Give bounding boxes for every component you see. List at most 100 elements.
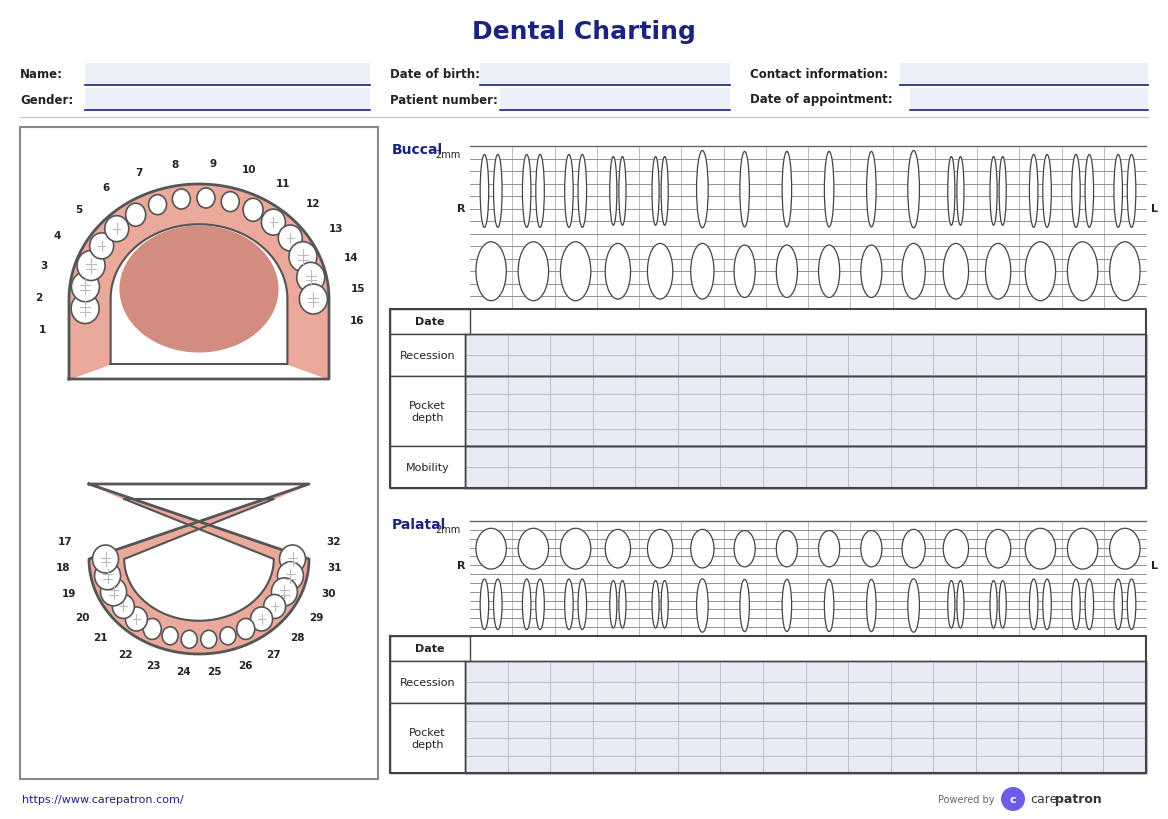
Ellipse shape bbox=[1072, 579, 1080, 630]
Ellipse shape bbox=[696, 579, 708, 632]
Ellipse shape bbox=[264, 595, 286, 618]
Ellipse shape bbox=[480, 156, 488, 228]
Bar bbox=[390, 446, 465, 488]
Ellipse shape bbox=[1114, 156, 1122, 228]
Text: Recession: Recession bbox=[399, 351, 456, 360]
Ellipse shape bbox=[262, 210, 285, 236]
Ellipse shape bbox=[990, 581, 997, 628]
Bar bbox=[910, 89, 1148, 111]
Bar bbox=[390, 704, 465, 773]
Bar bbox=[85, 89, 370, 111]
Text: 6: 6 bbox=[103, 183, 110, 193]
Bar bbox=[465, 335, 1146, 377]
Text: Recession: Recession bbox=[399, 677, 456, 687]
Text: 13: 13 bbox=[328, 224, 343, 233]
Bar bbox=[390, 335, 465, 377]
Text: 30: 30 bbox=[321, 588, 336, 598]
Ellipse shape bbox=[271, 578, 298, 606]
Ellipse shape bbox=[71, 273, 99, 302]
Ellipse shape bbox=[243, 199, 263, 222]
Text: 2mm: 2mm bbox=[434, 150, 460, 160]
Ellipse shape bbox=[908, 579, 919, 632]
Ellipse shape bbox=[475, 528, 507, 569]
Text: 18: 18 bbox=[56, 563, 70, 572]
Ellipse shape bbox=[690, 244, 714, 300]
Ellipse shape bbox=[125, 607, 147, 631]
Bar bbox=[465, 446, 1146, 488]
Ellipse shape bbox=[119, 226, 278, 353]
Text: c: c bbox=[1009, 794, 1016, 804]
Ellipse shape bbox=[144, 618, 161, 640]
Ellipse shape bbox=[999, 581, 1007, 628]
Ellipse shape bbox=[1110, 528, 1140, 569]
Ellipse shape bbox=[1029, 156, 1038, 228]
Text: 22: 22 bbox=[118, 649, 132, 659]
Text: Date of birth:: Date of birth: bbox=[390, 69, 480, 81]
Circle shape bbox=[1001, 787, 1026, 811]
Ellipse shape bbox=[77, 251, 105, 281]
Text: R: R bbox=[457, 204, 465, 214]
Bar bbox=[390, 310, 470, 335]
Ellipse shape bbox=[1085, 156, 1093, 228]
Text: 27: 27 bbox=[266, 649, 280, 659]
Ellipse shape bbox=[1068, 242, 1098, 301]
Ellipse shape bbox=[1072, 156, 1080, 228]
Bar bbox=[465, 377, 1146, 446]
Ellipse shape bbox=[690, 530, 714, 568]
Text: Pocket
depth: Pocket depth bbox=[409, 727, 446, 749]
Polygon shape bbox=[69, 185, 329, 379]
Ellipse shape bbox=[825, 580, 834, 631]
Bar bbox=[390, 661, 465, 704]
Text: 19: 19 bbox=[62, 588, 76, 598]
Ellipse shape bbox=[494, 579, 502, 630]
Text: R: R bbox=[457, 560, 465, 570]
Ellipse shape bbox=[519, 528, 549, 569]
Ellipse shape bbox=[95, 562, 120, 590]
Text: https://www.carepatron.com/: https://www.carepatron.com/ bbox=[22, 794, 183, 804]
Ellipse shape bbox=[197, 188, 215, 209]
Ellipse shape bbox=[777, 246, 798, 298]
Ellipse shape bbox=[819, 246, 840, 298]
Ellipse shape bbox=[1110, 242, 1140, 301]
Ellipse shape bbox=[647, 244, 673, 300]
Text: 3: 3 bbox=[41, 261, 48, 271]
Ellipse shape bbox=[1026, 528, 1056, 569]
Ellipse shape bbox=[783, 152, 792, 228]
Ellipse shape bbox=[947, 157, 955, 226]
Text: 32: 32 bbox=[326, 536, 341, 546]
Ellipse shape bbox=[652, 157, 659, 226]
Ellipse shape bbox=[734, 531, 756, 567]
Ellipse shape bbox=[475, 242, 507, 301]
Text: Palatal: Palatal bbox=[392, 518, 446, 532]
Text: Gender:: Gender: bbox=[20, 93, 74, 106]
Ellipse shape bbox=[173, 190, 190, 210]
Ellipse shape bbox=[957, 157, 964, 226]
Ellipse shape bbox=[1026, 242, 1056, 301]
Bar bbox=[480, 64, 730, 86]
Text: 12: 12 bbox=[305, 198, 320, 208]
Ellipse shape bbox=[71, 294, 99, 324]
Bar bbox=[500, 89, 730, 111]
Ellipse shape bbox=[908, 152, 919, 229]
Ellipse shape bbox=[986, 530, 1010, 568]
Text: 21: 21 bbox=[93, 632, 109, 642]
Ellipse shape bbox=[561, 242, 591, 301]
Bar bbox=[465, 661, 1146, 704]
Ellipse shape bbox=[105, 216, 128, 242]
Text: Name:: Name: bbox=[20, 69, 63, 81]
Polygon shape bbox=[89, 484, 310, 654]
Text: 20: 20 bbox=[75, 612, 89, 622]
Ellipse shape bbox=[561, 528, 591, 569]
Text: 2: 2 bbox=[35, 292, 43, 303]
Ellipse shape bbox=[201, 631, 217, 649]
Ellipse shape bbox=[92, 545, 118, 573]
Text: 9: 9 bbox=[209, 158, 216, 168]
Ellipse shape bbox=[861, 531, 882, 567]
Text: 5: 5 bbox=[75, 205, 82, 215]
Ellipse shape bbox=[947, 581, 955, 628]
Text: Date: Date bbox=[416, 317, 445, 327]
Ellipse shape bbox=[986, 244, 1010, 300]
Bar bbox=[20, 128, 378, 779]
Bar bbox=[465, 704, 1146, 773]
Ellipse shape bbox=[610, 157, 617, 226]
